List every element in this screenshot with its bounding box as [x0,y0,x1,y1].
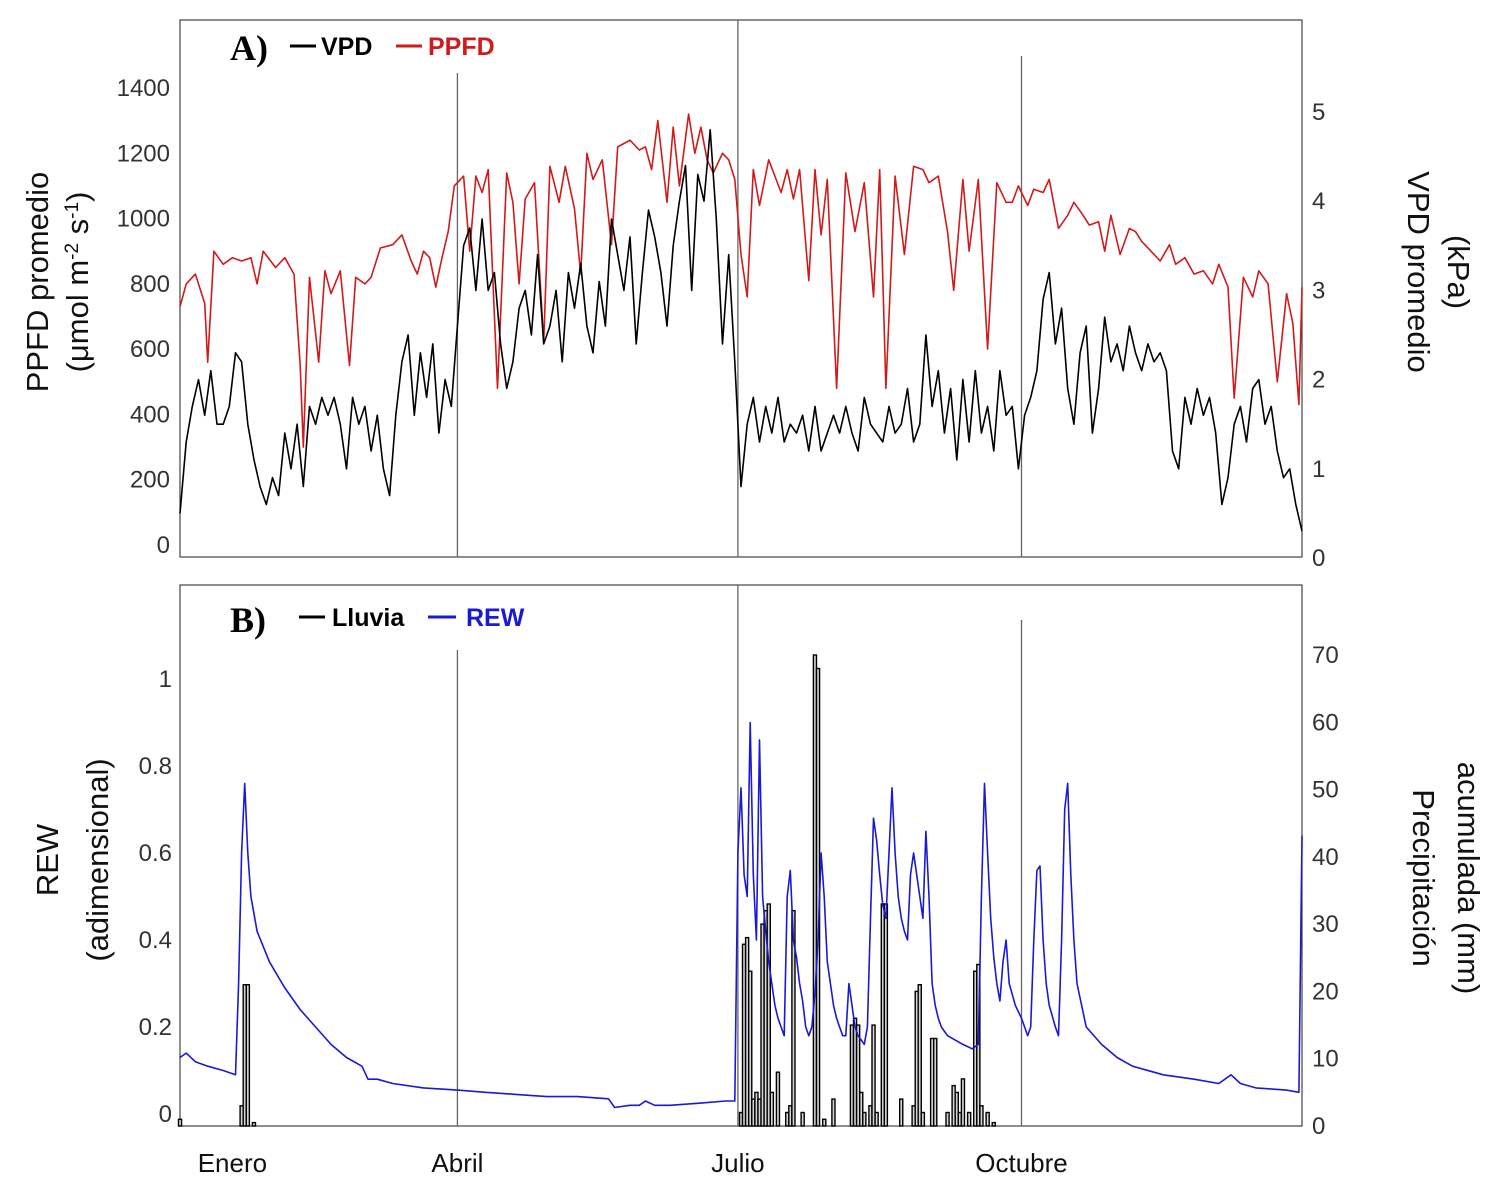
rain-bar [791,910,796,1127]
legend-ppfd-label: PPFD [428,33,495,61]
rain-bar [859,1091,864,1127]
rain-bar [769,1091,775,1127]
rain-bar [954,1091,959,1127]
rew-tick-label: 0 [159,1101,172,1128]
vpd-tick-label: 3 [1312,277,1325,304]
rain-bar [933,1037,938,1127]
panel-a-left-ticks: 0 200 400 600 800 1000 1200 1400 [117,75,170,559]
rain-tick-label: 50 [1312,777,1339,804]
rain-bar [920,1111,926,1127]
vpd-line [179,129,1303,532]
ppfd-tick-label: 1400 [117,75,170,102]
panel-b-label: B) [230,600,266,640]
rew-axis-label-line2: (adimensional) [80,758,115,961]
rain-bar [766,903,771,1127]
ppfd-tick-label: 1000 [117,206,170,233]
rain-bar [748,970,753,1127]
vpd-tick-label: 5 [1312,99,1325,126]
vpd-axis-label-line1: VPD promedio [1401,171,1436,373]
rain-bar [991,1121,996,1127]
panel-a-right-axis-title: VPD promedio (kPa) [1401,171,1476,373]
rain-axis-label-line2: acumulada (mm) [1451,762,1486,995]
rew-line [179,721,1303,1109]
ppfd-tick-label: 400 [130,401,170,428]
panel-b-left-ticks: 0 0.2 0.4 0.6 0.8 1 [139,666,172,1128]
panel-b-left-axis-title: REW (adimensional) [30,758,115,961]
month-label: Octubre [975,1148,1068,1178]
rew-tick-label: 0.6 [139,840,172,867]
ppfd-tick-label: 800 [130,271,170,298]
rain-bar [966,1111,972,1127]
vpd-tick-label: 2 [1312,367,1325,394]
ppfd-tick-label: 0 [157,532,170,559]
rain-tick-label: 70 [1312,642,1339,669]
vpd-tick-label: 4 [1312,188,1325,215]
rew-tick-label: 1 [159,666,172,693]
rain-tick-label: 0 [1312,1113,1325,1140]
rain-bar [979,1105,984,1127]
ppfd-tick-label: 200 [130,467,170,494]
rew-tick-label: 0.4 [139,927,172,954]
panel-b-right-ticks: 0 10 20 30 40 50 60 70 [1312,642,1339,1140]
rain-bar [899,1098,904,1127]
vpd-tick-label: 0 [1312,545,1325,572]
rain-bar [917,984,922,1127]
legend-vpd-label: VPD [321,33,372,61]
rain-bar [985,1111,990,1127]
month-tick-labels: Enero Abril Julio Octubre [198,1148,1068,1178]
rain-tick-label: 10 [1312,1046,1339,1073]
panel-a-month-lines [456,20,1023,557]
panel-a-series [179,113,1303,532]
vpd-tick-label: 1 [1312,456,1325,483]
rain-bar [800,1111,805,1127]
ppfd-tick-label: 600 [130,336,170,363]
month-label: Abril [431,1148,483,1178]
ppfd-axis-label-line2: (μmol m-2 s-1) [60,192,95,373]
rain-tick-label: 40 [1312,844,1339,871]
panel-b: 0 0.2 0.4 0.6 0.8 1 0 10 20 30 40 50 60 70 Enero Abri… [30,584,1486,1178]
rain-bar [862,1111,867,1127]
rain-tick-label: 30 [1312,911,1339,938]
rain-tick-label: 60 [1312,709,1339,736]
panel-b-right-axis-title: Precipitación acumulada (mm) [1406,762,1486,995]
rain-bars [177,654,996,1127]
rew-axis-label-line1: REW [30,823,65,896]
rain-bar [822,1118,827,1127]
rain-bar [945,1111,950,1127]
vpd-axis-label-line2: (kPa) [1441,235,1476,309]
rain-bar [245,984,251,1127]
ppfd-line [179,113,1303,448]
rain-bar [883,903,889,1127]
panel-a-right-ticks: 0 1 2 3 4 5 [1312,99,1325,572]
rain-axis-label-line1: Precipitación [1406,789,1441,966]
panel-a-label: A) [230,28,268,68]
rain-bar [177,1118,183,1127]
rain-tick-label: 20 [1312,978,1339,1005]
legend-lluvia-label: Lluvia [332,604,405,632]
rew-tick-label: 0.2 [139,1014,172,1041]
rain-bar [831,1098,836,1127]
panel-b-series [179,721,1303,1109]
rain-bar [874,1111,879,1127]
panel-a-left-axis-title: PPFD promedio (μmol m-2 s-1) [20,172,95,393]
month-label: Julio [711,1148,764,1178]
ppfd-tick-label: 1200 [117,140,170,167]
rain-bar [855,1024,861,1127]
rain-bar [775,1071,781,1127]
panel-a: 0 200 400 600 800 1000 1200 1400 0 1 2 3 4 5 A) VPD … [20,19,1476,572]
rain-bar [871,1024,876,1127]
legend-rew-label: REW [466,604,525,632]
rain-bar [960,1078,966,1127]
rew-tick-label: 0.8 [139,753,172,780]
rain-bar [251,1121,257,1127]
month-label: Enero [198,1148,267,1178]
ppfd-axis-label-line1: PPFD promedio [20,172,55,393]
